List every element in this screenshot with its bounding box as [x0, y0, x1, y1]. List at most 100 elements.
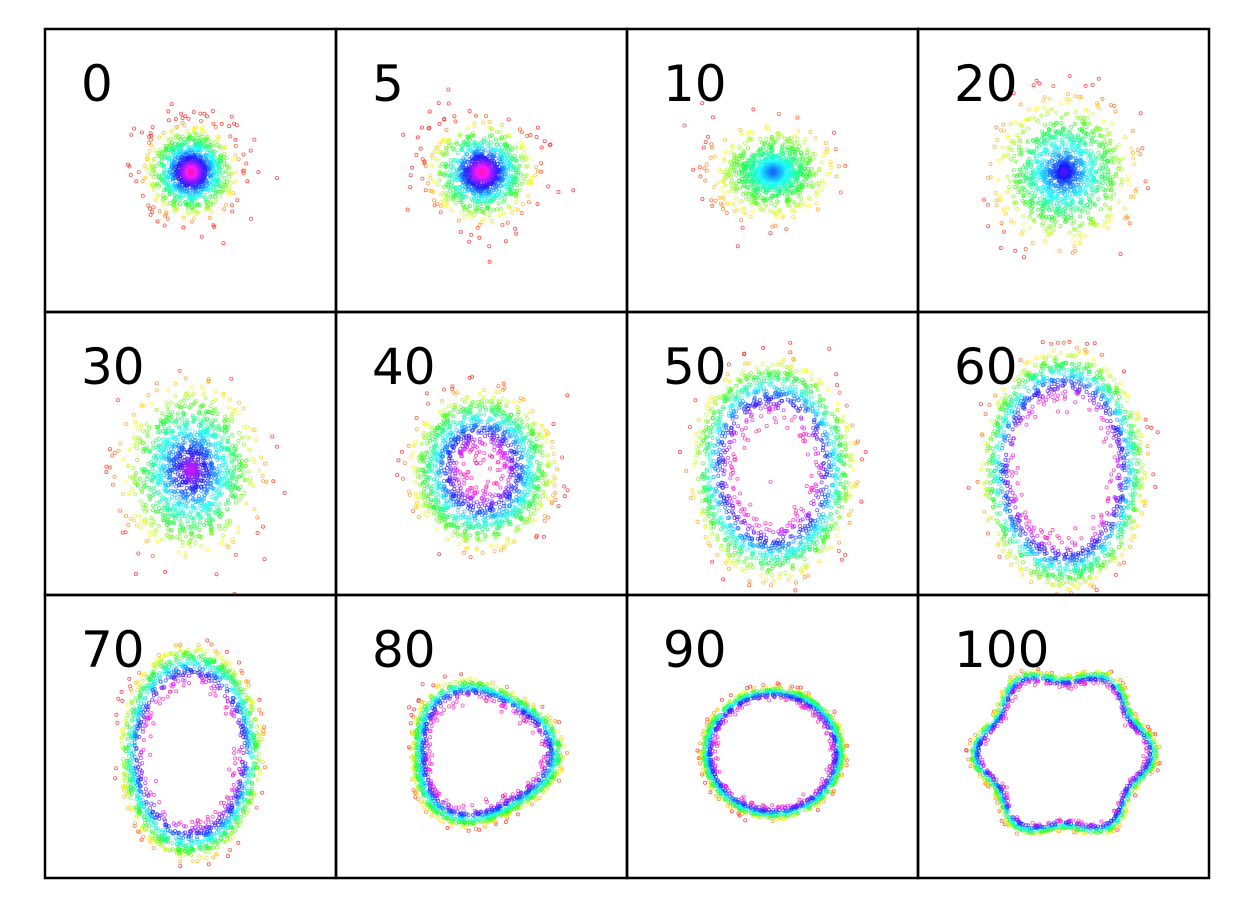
scatter-point — [821, 179, 824, 182]
scatter-point — [699, 175, 702, 178]
scatter-point — [1028, 215, 1031, 218]
scatter-point — [214, 125, 217, 128]
scatter-point — [515, 183, 518, 186]
scatter-point — [1079, 215, 1082, 218]
scatter-point — [1099, 208, 1102, 211]
scatter-point — [490, 141, 493, 144]
scatter-point — [698, 166, 701, 169]
scatter-point — [1073, 245, 1076, 248]
scatter-point — [429, 174, 432, 177]
scatter-point — [533, 174, 536, 177]
scatter-point — [1102, 120, 1105, 123]
scatter-point — [777, 113, 780, 116]
scatter-point — [488, 245, 491, 248]
scatter-point — [447, 102, 450, 105]
scatter-point — [1102, 145, 1105, 148]
scatter-point — [796, 137, 799, 140]
scatter-point — [1052, 224, 1055, 227]
scatter-point — [234, 144, 237, 147]
scatter-point — [158, 209, 161, 212]
panel-label: 5 — [372, 55, 404, 113]
scatter-point — [474, 114, 477, 117]
scatter-point — [536, 170, 539, 173]
scatter-point — [711, 204, 714, 207]
scatter-point — [1073, 234, 1076, 237]
scatter-point — [219, 195, 222, 198]
scatter-point — [223, 176, 226, 179]
scatter-point — [445, 129, 448, 132]
scatter-point — [153, 149, 156, 152]
scatter-point — [145, 166, 148, 169]
scatter-point — [1073, 122, 1076, 125]
scatter-point — [1111, 214, 1114, 217]
scatter-point — [1016, 186, 1019, 189]
scatter-point — [214, 201, 217, 204]
scatter-point — [1071, 239, 1074, 242]
scatter-point — [735, 173, 738, 176]
scatter-point — [518, 164, 521, 167]
scatter-point — [1114, 110, 1117, 113]
scatter-point — [523, 152, 526, 155]
scatter-point — [982, 198, 985, 201]
scatter-point — [165, 202, 168, 205]
scatter-point — [1012, 169, 1015, 172]
scatter-point — [421, 177, 424, 180]
panel-20: 20 — [918, 29, 1209, 312]
scatter-point — [478, 236, 481, 239]
scatter-point — [510, 148, 513, 151]
scatter-point — [192, 111, 195, 114]
scatter-point — [159, 148, 162, 151]
scatter-point — [1133, 163, 1136, 166]
scatter-point — [141, 194, 144, 197]
scatter-point — [447, 88, 450, 91]
scatter-point — [232, 191, 235, 194]
scatter-point — [504, 240, 507, 243]
scatter-point — [837, 165, 840, 168]
scatter-point — [536, 126, 539, 129]
scatter-point — [1016, 133, 1019, 136]
scatter-point — [1097, 223, 1100, 226]
scatter-point — [481, 121, 484, 124]
scatter-point — [1081, 222, 1084, 225]
scatter-points-5 — [402, 88, 575, 264]
scatter-point — [820, 161, 823, 164]
scatter-point — [785, 228, 788, 231]
scatter-point — [1088, 122, 1091, 125]
scatter-point — [844, 164, 847, 167]
scatter-point — [185, 130, 188, 133]
scatter-point — [494, 138, 497, 141]
scatter-point — [179, 203, 182, 206]
scatter-point — [1084, 108, 1087, 111]
scatter-point — [543, 140, 546, 143]
scatter-point — [156, 220, 159, 223]
scatter-point — [209, 200, 212, 203]
scatter-point — [449, 209, 452, 212]
scatter-point — [152, 158, 155, 161]
scatter-point — [150, 138, 153, 141]
scatter-point — [135, 180, 138, 183]
scatter-point — [495, 130, 498, 133]
scatter-point — [986, 203, 989, 206]
scatter-point — [1046, 109, 1049, 112]
panel-0: 0 — [45, 29, 336, 312]
scatter-point — [759, 137, 762, 140]
scatter-point — [749, 190, 752, 193]
scatter-point — [739, 128, 742, 131]
scatter-point — [1139, 153, 1142, 156]
scatter-point — [738, 146, 741, 149]
scatter-point — [507, 118, 510, 121]
scatter-point — [1055, 139, 1058, 142]
scatter-point — [752, 108, 755, 111]
scatter-point — [432, 180, 435, 183]
scatter-point — [1040, 114, 1043, 117]
scatter-point — [501, 190, 504, 193]
scatter-point — [430, 164, 433, 167]
scatter-point — [147, 141, 150, 144]
scatter-point — [208, 216, 211, 219]
scatter-point — [234, 153, 237, 156]
scatter-point — [197, 137, 200, 140]
scatter-point — [1052, 124, 1055, 127]
scatter-point — [749, 215, 752, 218]
scatter-point — [246, 180, 249, 183]
scatter-point — [1054, 220, 1057, 223]
